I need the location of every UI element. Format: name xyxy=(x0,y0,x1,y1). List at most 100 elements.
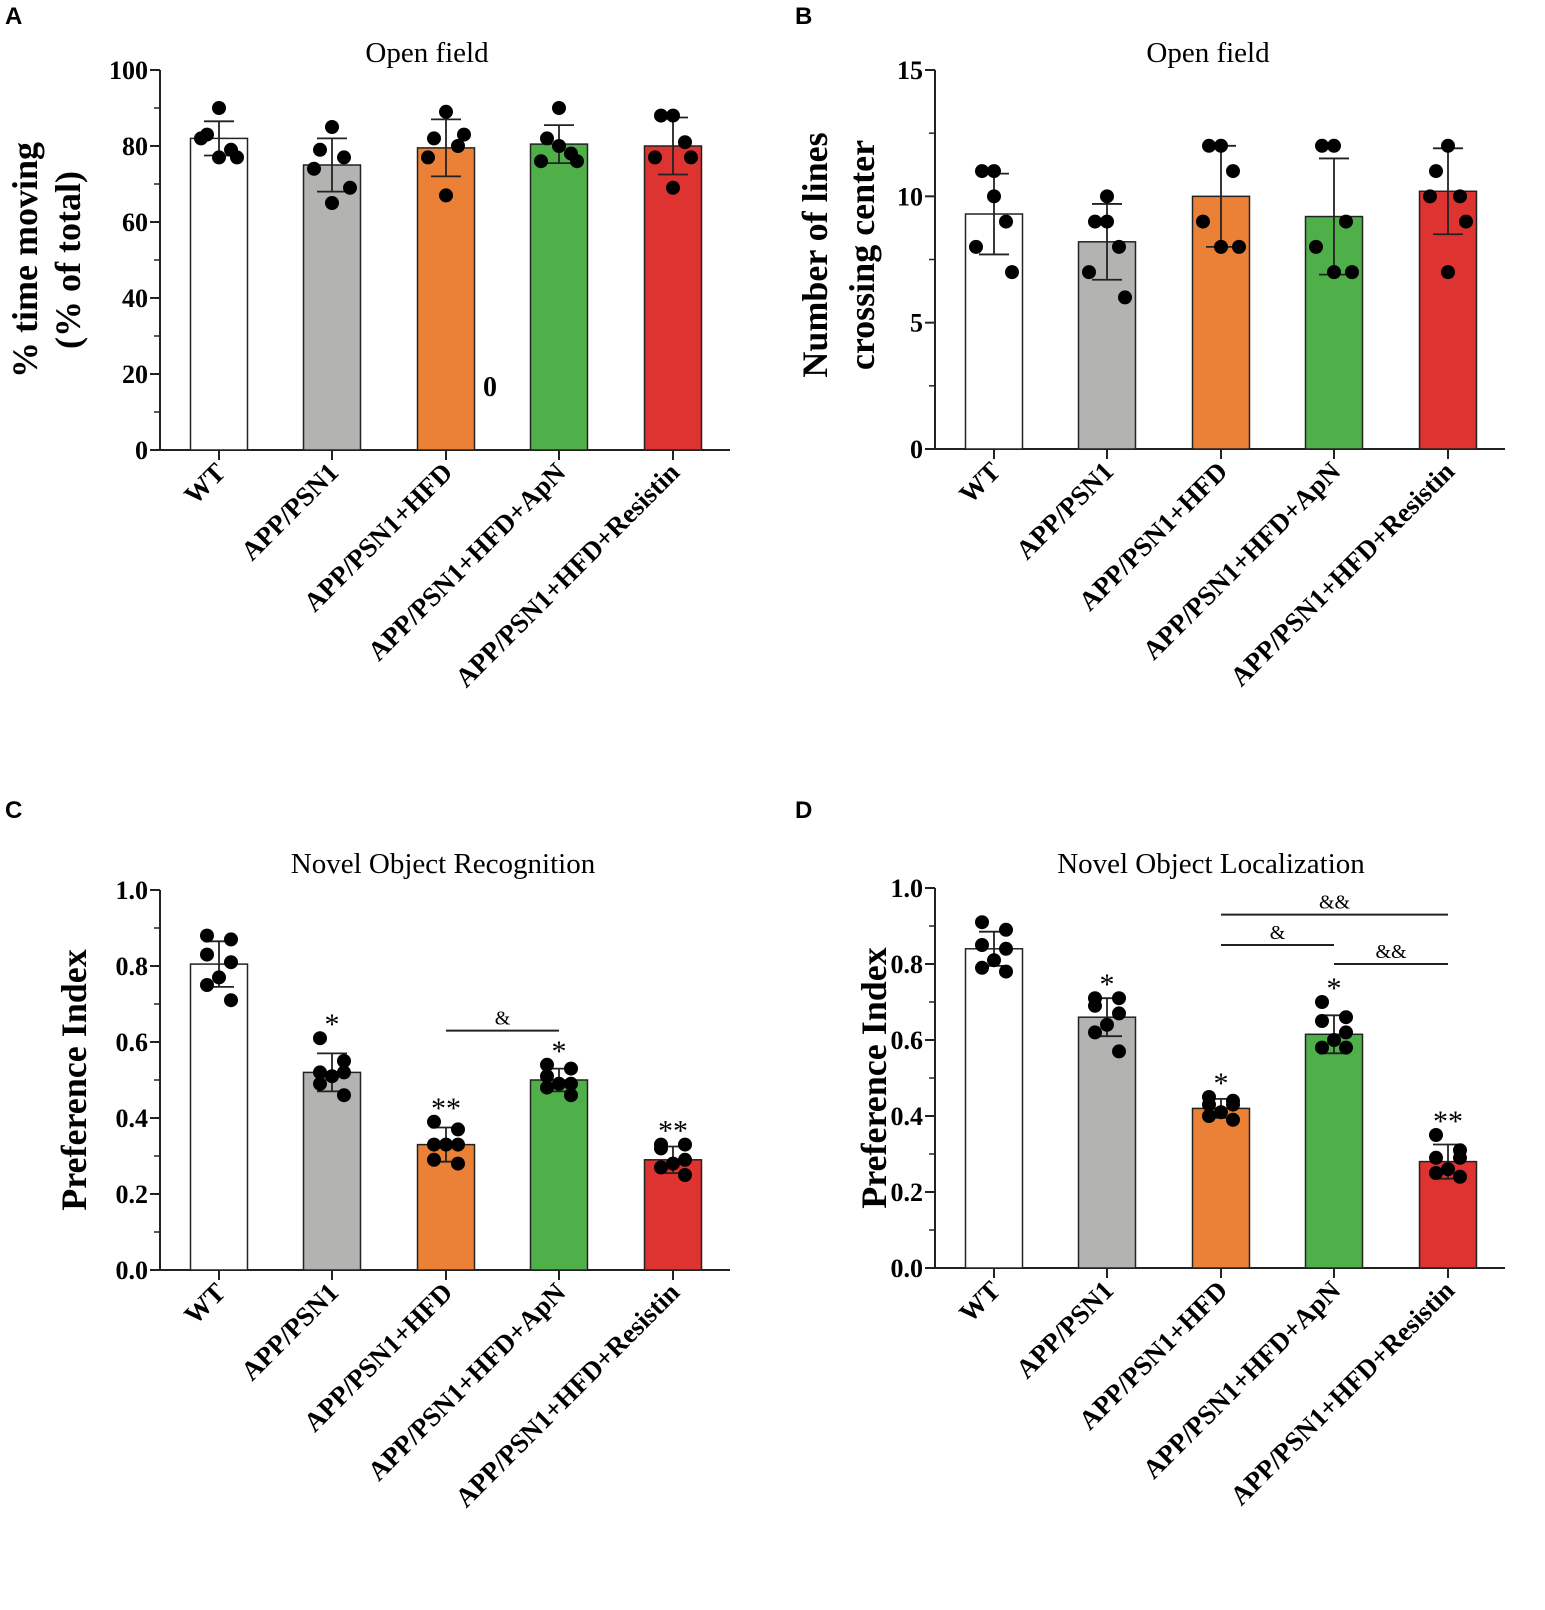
data-point xyxy=(313,1076,327,1091)
data-point xyxy=(552,101,566,115)
data-point xyxy=(451,1137,465,1152)
data-point xyxy=(1088,1025,1102,1040)
data-point xyxy=(1441,138,1455,153)
x-tick-label: APP/PSN1+HFD+Resistin xyxy=(1224,456,1460,692)
data-point xyxy=(1429,1150,1443,1165)
panel-d: D Novel Object Localization Preference Ind… xyxy=(795,797,1505,1511)
data-point xyxy=(325,196,339,210)
x-tick-label: APP/PSN1+HFD+Resistin xyxy=(1224,1275,1460,1511)
y-tick-label: 100 xyxy=(109,56,148,85)
bar xyxy=(529,1079,589,1271)
data-point xyxy=(1112,1044,1126,1059)
data-point xyxy=(1100,1017,1114,1032)
data-point xyxy=(1202,1109,1216,1123)
y-tick-label: 0.4 xyxy=(116,1104,149,1133)
bar xyxy=(416,1143,476,1271)
data-point xyxy=(666,108,680,123)
x-tick-label: APP/PSN1+HFD+ApN xyxy=(1137,1275,1347,1485)
data-point xyxy=(427,1114,441,1129)
y-tick-label: 60 xyxy=(122,208,148,237)
data-point xyxy=(427,1152,441,1167)
significance-star: * xyxy=(1327,972,1342,1005)
data-point xyxy=(999,941,1013,956)
data-point xyxy=(1327,138,1341,153)
y-axis-label: crossing center xyxy=(842,140,882,370)
y-tick-label: 10 xyxy=(897,182,923,211)
data-point xyxy=(313,1065,327,1080)
y-tick-label: 0.0 xyxy=(116,1256,149,1285)
data-point xyxy=(451,139,465,153)
data-point xyxy=(1315,1040,1329,1055)
data-point xyxy=(224,993,238,1008)
y-tick-label: 0 xyxy=(910,435,923,464)
panel-letter: B xyxy=(795,3,812,30)
x-tick-label: APP/PSN1 xyxy=(235,1277,344,1386)
data-point xyxy=(540,1069,554,1084)
data-point xyxy=(552,139,566,153)
stray-label: 0 xyxy=(483,372,497,403)
data-point xyxy=(648,150,662,165)
data-point xyxy=(969,239,983,254)
data-point xyxy=(678,1137,692,1152)
panel-a: A Open field % time moving (% of total) 0 20 4… xyxy=(5,3,730,693)
significance-star: ** xyxy=(658,1115,688,1148)
data-point xyxy=(1100,214,1114,229)
data-point xyxy=(439,104,453,119)
y-tick-label: 1.0 xyxy=(116,876,149,905)
data-point xyxy=(999,214,1013,229)
x-tick-label: WT xyxy=(953,456,1006,509)
data-point xyxy=(1339,214,1353,229)
data-point xyxy=(200,947,214,962)
data-point xyxy=(1339,1010,1353,1025)
data-point xyxy=(427,1137,441,1152)
significance-star: * xyxy=(325,1008,340,1041)
data-point xyxy=(1315,995,1329,1009)
data-point xyxy=(678,1168,692,1182)
x-tick-label: APP/PSN1 xyxy=(1010,1275,1119,1384)
chart-title: Novel Object Localization xyxy=(1057,848,1365,880)
bracket-label: & xyxy=(1270,922,1286,944)
data-point xyxy=(325,1069,339,1084)
data-point xyxy=(1423,189,1437,204)
data-point xyxy=(439,188,453,203)
y-axis-label: % time moving xyxy=(5,142,45,378)
significance-star: * xyxy=(1100,968,1115,1001)
data-point xyxy=(1345,265,1359,280)
data-point xyxy=(1327,265,1341,280)
y-tick-label: 80 xyxy=(122,132,148,161)
data-point xyxy=(987,164,1001,179)
data-point xyxy=(570,154,584,169)
data-point xyxy=(307,161,321,176)
data-point xyxy=(421,150,435,165)
data-point xyxy=(337,1065,351,1080)
y-tick-label: 0.2 xyxy=(891,1178,924,1207)
data-point xyxy=(194,131,208,146)
data-point xyxy=(684,150,698,165)
data-point xyxy=(212,970,226,985)
y-tick-label: 1.0 xyxy=(891,874,924,903)
bar xyxy=(643,1159,703,1271)
data-point xyxy=(564,1088,578,1103)
data-point xyxy=(564,1061,578,1076)
x-tick-label: APP/PSN1 xyxy=(235,457,344,566)
data-point xyxy=(1232,239,1246,254)
data-point xyxy=(230,150,244,165)
data-point xyxy=(1118,290,1132,305)
data-point xyxy=(666,180,680,195)
data-point xyxy=(975,938,989,952)
x-tick-label: APP/PSN1+HFD+Resistin xyxy=(449,457,685,693)
data-point xyxy=(999,922,1013,937)
bracket-label: && xyxy=(1375,941,1407,963)
chart-title: Open field xyxy=(1146,37,1270,69)
data-point xyxy=(1453,1169,1467,1184)
data-point xyxy=(975,960,989,975)
x-tick-label: APP/PSN1+HFD+Resistin xyxy=(449,1277,685,1513)
data-point xyxy=(1453,189,1467,204)
data-point xyxy=(457,127,471,142)
y-axis-label: (% of total) xyxy=(48,171,88,349)
data-point xyxy=(1327,1033,1341,1047)
data-point xyxy=(451,1156,465,1171)
data-point xyxy=(1112,1006,1126,1021)
data-point xyxy=(1315,138,1329,153)
